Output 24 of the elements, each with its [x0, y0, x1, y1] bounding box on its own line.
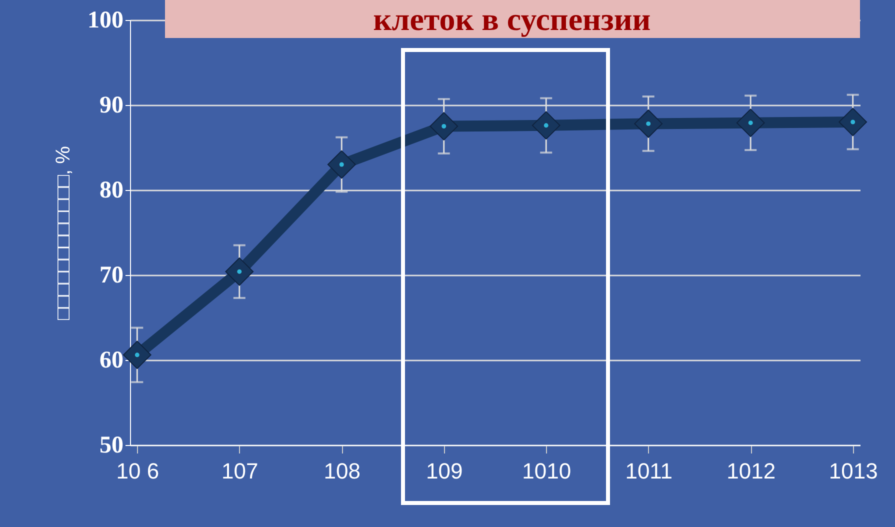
- x-tick-label: 1012: [726, 458, 776, 484]
- y-tick-label: 60: [100, 348, 124, 374]
- point: [736, 108, 765, 138]
- point: [430, 112, 458, 140]
- y-tick-label: 90: [100, 92, 124, 118]
- point: [532, 111, 560, 140]
- point: [122, 340, 152, 370]
- point: [634, 110, 663, 138]
- x-tick-label: 10 6: [116, 458, 160, 484]
- x-tick-label: 1011: [625, 458, 673, 484]
- y-tick-label: 50: [100, 432, 124, 458]
- y-tick-label: 100: [88, 8, 124, 34]
- x-tick-label: 1013: [828, 458, 878, 484]
- point: [327, 150, 356, 179]
- point: [225, 257, 254, 286]
- x-tick-label: 108: [324, 458, 360, 484]
- x-tick-label: 109: [426, 458, 463, 484]
- x-tick-label: 107: [222, 458, 258, 484]
- y-axis-title: □□□□□□□□□□□□, %: [52, 146, 74, 320]
- x-tick-label: 1010: [522, 458, 572, 484]
- y-tick-label: 70: [100, 262, 124, 288]
- point: [838, 108, 868, 136]
- chart-title: клеток в суспензии: [373, 1, 651, 37]
- y-tick-label: 80: [100, 178, 124, 204]
